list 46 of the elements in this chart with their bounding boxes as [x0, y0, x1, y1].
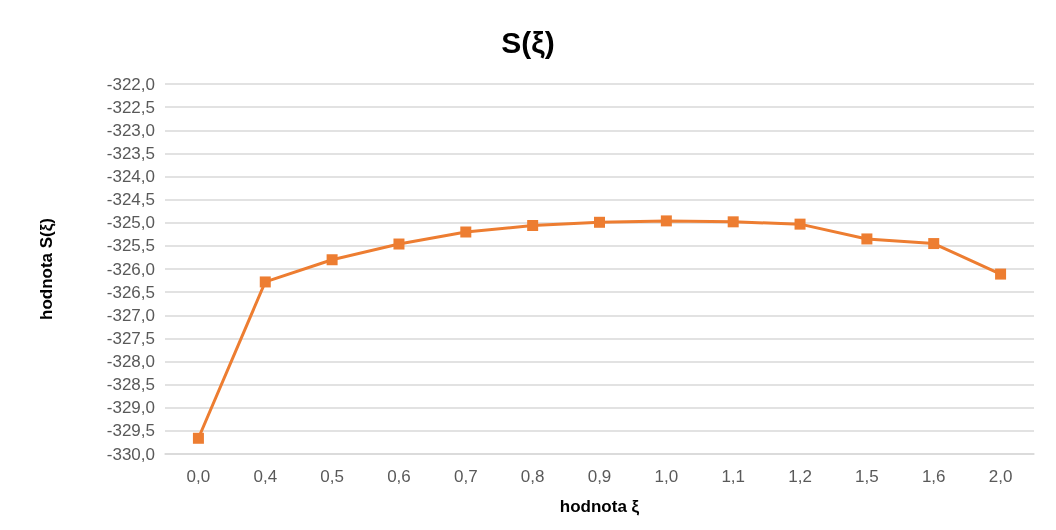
x-tick-label: 0,9 — [587, 467, 612, 486]
point — [794, 218, 806, 230]
point — [192, 432, 204, 444]
y-axis-title: hodnota S(ξ) — [37, 218, 56, 320]
x-tick-label: 2,0 — [988, 467, 1013, 486]
point — [259, 276, 271, 288]
point — [861, 233, 873, 245]
point — [460, 226, 472, 238]
x-tick-label: 0,8 — [520, 467, 545, 486]
x-tick-label: 0,6 — [387, 467, 411, 486]
y-tick-label: -329,5 — [106, 421, 155, 441]
x-tick-label: 1,1 — [721, 467, 746, 486]
y-tick-label: -324,0 — [106, 167, 155, 186]
y-tick-label: -325,0 — [106, 213, 155, 233]
x-axis-title: hodnota ξ — [559, 497, 640, 516]
y-tick-label: -326,0 — [106, 259, 155, 279]
y-tick-label: -330,0 — [106, 444, 155, 464]
y-tick-label: -325,5 — [106, 236, 155, 256]
y-tick-label: -322,0 — [106, 74, 155, 94]
y-tick-label: -323,5 — [106, 143, 155, 163]
x-tick-label: 0,7 — [453, 467, 478, 486]
point — [594, 216, 605, 228]
point — [660, 215, 672, 227]
y-tick-label: -324,5 — [106, 190, 155, 210]
x-tick-label: 1,5 — [855, 467, 879, 486]
y-tick-label: -327,0 — [106, 305, 155, 325]
point — [727, 216, 739, 228]
x-tick-label: 1,6 — [921, 467, 946, 486]
y-tick-label: -328,0 — [106, 352, 155, 371]
x-tick-label: 0,0 — [186, 467, 211, 486]
point — [527, 220, 539, 232]
y-tick-label: -329,0 — [106, 398, 155, 418]
y-tick-label: -323,0 — [106, 120, 155, 140]
point — [928, 238, 940, 250]
chart-title: S(ξ) — [501, 25, 555, 59]
y-tick-label: -326,5 — [106, 282, 155, 302]
point — [326, 254, 338, 266]
y-tick-label: -322,5 — [106, 97, 155, 117]
x-tick-label: 0,4 — [253, 467, 278, 486]
x-tick-label: 1,2 — [788, 467, 812, 486]
point — [995, 268, 1007, 280]
y-tick-label: -328,5 — [106, 375, 155, 395]
y-tick-label: -327,5 — [106, 328, 155, 348]
point — [393, 238, 405, 250]
x-tick-label: 0,5 — [320, 467, 344, 486]
x-tick-label: 1,0 — [654, 467, 679, 486]
